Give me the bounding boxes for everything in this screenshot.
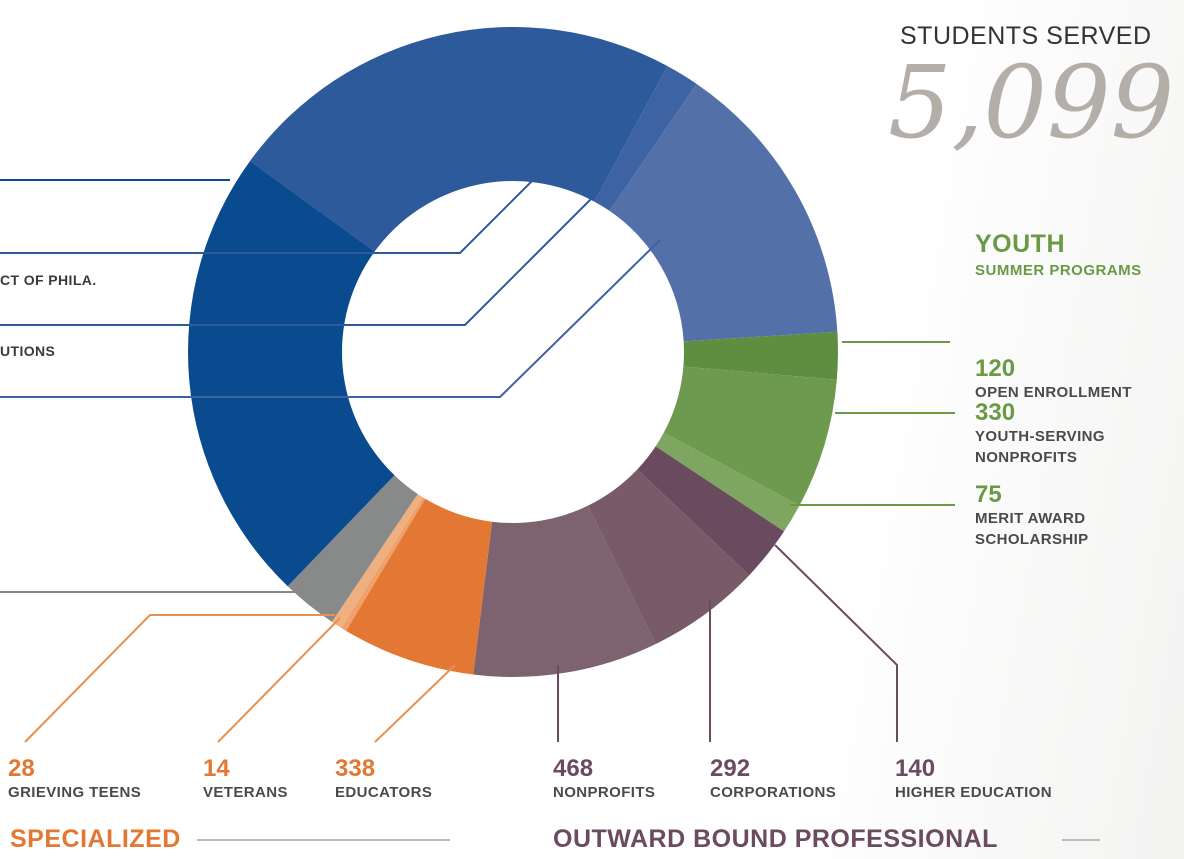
value-label: 120 <box>975 355 1016 382</box>
donut-segment <box>473 505 656 677</box>
value-label: 14 <box>203 755 230 782</box>
value-label: 75 <box>975 481 1002 508</box>
value-label: 28 <box>8 755 35 782</box>
leader-line <box>774 544 898 742</box>
value-label: 338 <box>335 755 376 782</box>
leader-line <box>0 167 546 254</box>
category-label: EDUCATORS <box>335 784 433 801</box>
group-title: YOUTH <box>975 230 1065 258</box>
donut-segment <box>655 432 800 532</box>
category-label: NONPROFITS <box>553 784 656 801</box>
donut-segment <box>587 469 750 645</box>
category-label: OPEN ENROLLMENT <box>975 384 1132 401</box>
segment-label: 120 OPEN ENROLLMENT <box>975 356 1175 403</box>
value-label: 140 <box>895 755 936 782</box>
value-label: 292 <box>710 755 751 782</box>
segment-label: 140 HIGHER EDUCATION <box>895 756 1115 803</box>
donut-segment <box>331 493 423 628</box>
segment-label: 292 CORPORATIONS <box>710 756 880 803</box>
segment-label: 330 YOUTH-SERVING NONPROFITS <box>975 400 1125 468</box>
donut-segment <box>683 331 838 380</box>
total: 5,099 <box>888 44 1175 161</box>
donut-segment <box>287 475 418 622</box>
leader-line <box>0 189 601 326</box>
category-label: GRIEVING TEENS <box>8 784 142 801</box>
chart-title: STUDENTS SERVED <box>900 22 1152 50</box>
leader-line <box>217 617 341 743</box>
donut-segment <box>594 66 697 211</box>
group-subtitle: SUMMER PROGRAMS <box>975 262 1142 279</box>
donut-segment <box>663 366 837 506</box>
donut-segment <box>609 83 838 342</box>
donut-segment <box>250 27 668 252</box>
category-label: CORPORATIONS <box>710 784 837 801</box>
donut-segment <box>346 498 493 675</box>
group-title: SPECIALIZED <box>10 825 181 853</box>
segment-label: 14 VETERANS <box>203 756 323 803</box>
annotation: UTIONS <box>0 343 56 359</box>
segment-label: 28 GRIEVING TEENS <box>8 756 198 803</box>
group-title: OUTWARD BOUND PROFESSIONAL <box>553 825 998 853</box>
category-label: VETERANS <box>203 784 288 801</box>
segment-label: 338 EDUCATORS <box>335 756 465 803</box>
category-label: HIGHER EDUCATION <box>895 784 1052 801</box>
donut-segment <box>637 446 785 576</box>
annotation: CT OF PHILA. <box>0 272 97 288</box>
category-label: YOUTH-SERVING NONPROFITS <box>975 428 1105 466</box>
leader-line <box>0 239 661 398</box>
donut-segment <box>341 497 426 631</box>
segment-label: 468 NONPROFITS <box>553 756 703 803</box>
leader-line <box>374 664 456 743</box>
value-label: 468 <box>553 755 594 782</box>
value-label: 330 <box>975 399 1016 426</box>
segment-label: 75 MERIT AWARD SCHOLARSHIP <box>975 482 1125 550</box>
donut-segment <box>188 160 395 587</box>
category-label: MERIT AWARD SCHOLARSHIP <box>975 510 1089 548</box>
leader-line <box>24 614 335 743</box>
